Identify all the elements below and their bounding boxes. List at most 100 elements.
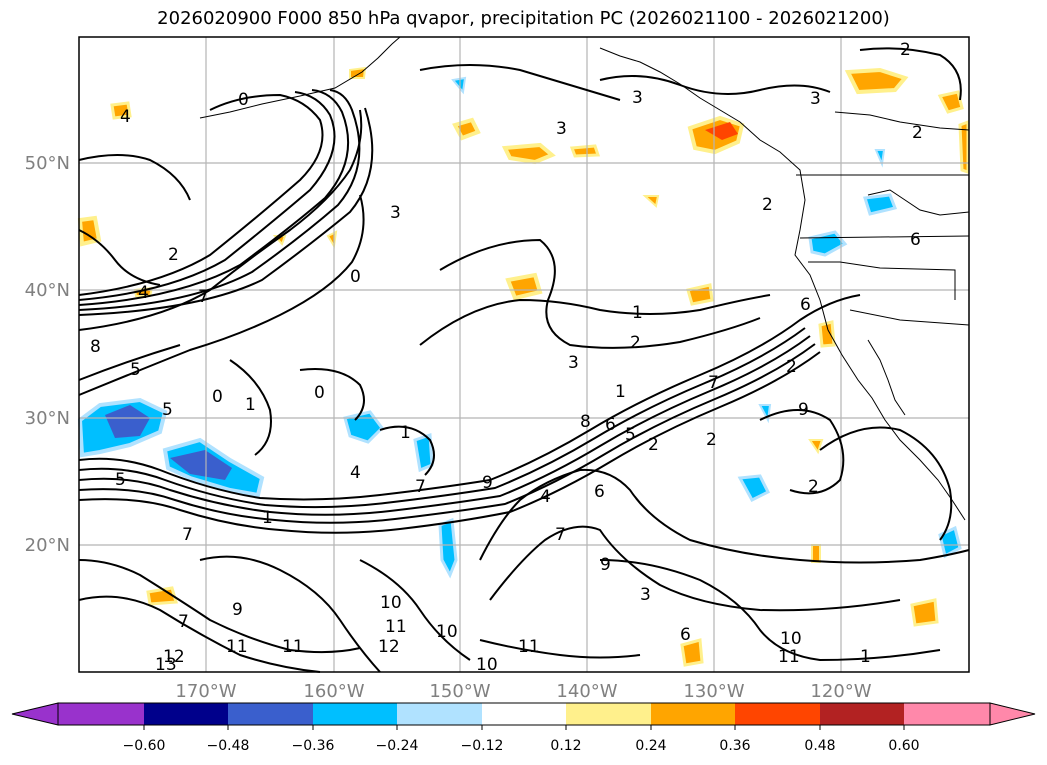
contour-label: 6	[680, 625, 691, 645]
contour-label: 3	[556, 119, 567, 139]
precip-patches	[77, 66, 970, 667]
lon-label: 160°W	[303, 681, 364, 702]
positive-precip-patch	[505, 272, 543, 301]
contour-label: 8	[580, 412, 591, 432]
contour-label: 2	[808, 477, 819, 497]
positive-precip-patch	[808, 439, 824, 455]
positive-precip-patch	[110, 101, 132, 120]
contour-label: 10	[476, 655, 498, 675]
lon-label: 140°W	[556, 681, 617, 702]
contour-label: 1	[400, 423, 411, 443]
contour-label: 2	[900, 40, 911, 60]
gridlines	[79, 37, 969, 672]
negative-precip-patch	[438, 517, 458, 579]
negative-precip-patch	[808, 230, 848, 257]
positive-precip-patch	[811, 544, 821, 563]
positive-precip-patch	[686, 283, 714, 306]
contour-label: 7	[415, 477, 426, 497]
lon-label: 150°W	[429, 681, 490, 702]
contour-labels: 2 4 3 0 3 3 2 3 2 6 2 4 5 7 8 1 2 3 0 6 …	[90, 40, 923, 675]
positive-precip-patch	[642, 195, 660, 208]
positive-precip-patch	[569, 144, 601, 158]
coastlines	[199, 36, 970, 521]
contour-label: 5	[162, 400, 173, 420]
colorbar-tick-label: 0.36	[719, 738, 750, 754]
contour-label: 2	[630, 333, 641, 353]
lat-label: 20°N	[25, 535, 70, 556]
contour-label: 11	[385, 617, 407, 637]
lat-label: 50°N	[25, 153, 70, 174]
contour-label: 12	[163, 647, 185, 667]
colorbar-segment	[566, 703, 651, 725]
negative-precip-patch	[343, 410, 384, 444]
colorbar-ticks	[143, 725, 905, 730]
colorbar-segment	[313, 703, 397, 725]
contour-label: 3	[810, 89, 821, 109]
lon-label: 120°W	[810, 681, 871, 702]
contour-label: 9	[232, 600, 243, 620]
colorbar-tick-label: 0.60	[888, 738, 919, 754]
negative-precip-patch	[105, 405, 150, 438]
contour-label: 9	[798, 400, 809, 420]
contour-label: 9	[482, 473, 493, 493]
positive-precip-patch	[818, 320, 836, 348]
positive-precip-patch	[844, 67, 909, 95]
colorbar-tick-label: −0.60	[123, 738, 166, 754]
colorbar-outline	[57, 702, 991, 726]
colorbar-tick-label: −0.48	[207, 738, 250, 754]
contour-label: 6	[800, 295, 811, 315]
negative-precip-patch	[451, 76, 467, 95]
contour-label: 2	[762, 195, 773, 215]
contour-label: 0	[314, 383, 325, 403]
colorbar-segment	[228, 703, 313, 725]
positive-precip-patch	[680, 638, 704, 667]
contour-label: 8	[90, 337, 101, 357]
contour-label: 6	[910, 230, 921, 250]
contour-label: 3	[568, 353, 579, 373]
contour-lines	[78, 47, 970, 673]
contour-label: 13	[155, 655, 177, 675]
contour-label: 5	[130, 360, 141, 380]
contour-label: 1	[632, 303, 643, 323]
contour-label: 4	[540, 487, 551, 507]
contour-label: 7	[182, 525, 193, 545]
lat-label: 30°N	[25, 408, 70, 429]
contour-label: 7	[178, 612, 189, 632]
colorbar-segment	[904, 703, 990, 725]
negative-precip-patch	[874, 149, 886, 168]
contour-label: 2	[168, 245, 179, 265]
contour-label: 5	[115, 470, 126, 490]
positive-precip-patch	[326, 230, 338, 249]
contour-label: 2	[912, 123, 923, 143]
contour-label: 7	[198, 287, 209, 307]
positive-precip-patch	[705, 122, 738, 140]
map-frame	[78, 36, 970, 673]
contour-label: 7	[555, 525, 566, 545]
colorbar: −0.60 −0.48 −0.36 −0.24 −0.12 0.12 0.24 …	[11, 702, 1036, 754]
colorbar-tick-label: 0.12	[550, 738, 581, 754]
contour-label: 1	[860, 647, 871, 667]
map-title: 2026020900 F000 850 hPa qvapor, precipit…	[157, 8, 890, 29]
contour-label: 2	[706, 430, 717, 450]
contour-label: 3	[640, 585, 651, 605]
contour-label: 0	[350, 267, 361, 287]
lon-label: 130°W	[683, 681, 744, 702]
contour-label: 4	[350, 463, 361, 483]
positive-precip-patch	[501, 142, 556, 165]
contour-label: 11	[518, 637, 540, 657]
negative-precip-patch	[737, 474, 771, 502]
negative-precip-patch	[170, 450, 232, 480]
colorbar-extend-high	[989, 702, 1036, 726]
negative-precip-patch	[938, 525, 962, 559]
colorbar-tick-label: −0.36	[292, 738, 335, 754]
contour-label: 0	[238, 90, 249, 110]
positive-precip-patch	[349, 66, 367, 79]
lat-axis: 50°N 40°N 30°N 20°N	[25, 153, 70, 556]
contour-label: 1	[245, 395, 256, 415]
contour-label: 10	[436, 622, 458, 642]
contour-label: 10	[380, 593, 402, 613]
contour-label: 2	[648, 435, 659, 455]
contour-label: 0	[212, 387, 223, 407]
contour-label: 6	[594, 482, 605, 502]
